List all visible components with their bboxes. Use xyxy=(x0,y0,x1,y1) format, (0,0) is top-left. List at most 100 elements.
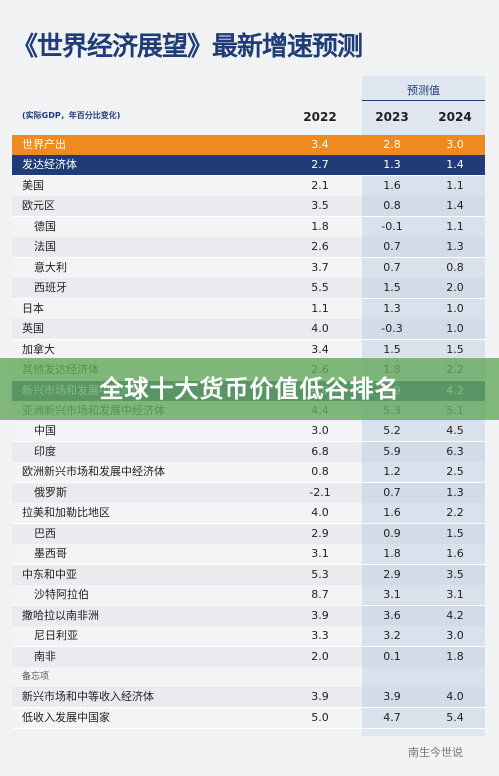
table-row: 新兴市场和中等收入经济体 3.9 3.9 4.0 xyxy=(12,687,485,709)
value-cell: 1.5 xyxy=(383,281,401,295)
row-label: 美国 xyxy=(22,178,44,192)
value-cell: 1.1 xyxy=(446,219,464,233)
value-cell: 3.1 xyxy=(383,588,401,602)
table-row: 欧元区 3.5 0.8 1.4 xyxy=(12,196,485,218)
value-cell: 3.6 xyxy=(383,608,401,622)
value-cell: 1.0 xyxy=(446,322,464,336)
projection-cell-bg xyxy=(362,626,485,647)
value-cell: 1.8 xyxy=(311,219,329,233)
row-label: 法国 xyxy=(34,240,56,254)
value-cell: 5.9 xyxy=(383,444,401,458)
table-row: 撒哈拉以南非洲 3.9 3.6 4.2 xyxy=(12,605,485,627)
value-cell: 2.9 xyxy=(311,526,329,540)
value-cell: -0.3 xyxy=(381,322,403,336)
row-label: 加拿大 xyxy=(22,342,55,356)
value-cell: 1.3 xyxy=(446,485,464,499)
value-cell: 1.6 xyxy=(383,506,401,520)
table-row: 中国 3.0 5.2 4.5 xyxy=(12,421,485,443)
projection-cell-bg xyxy=(362,482,485,503)
table-row: 法国 2.6 0.7 1.3 xyxy=(12,237,485,259)
projection-cell-bg xyxy=(362,646,485,667)
projection-cell-bg xyxy=(362,666,485,687)
value-cell: 0.8 xyxy=(383,199,401,213)
row-label: 西班牙 xyxy=(34,281,67,295)
table-row: 备忘项 xyxy=(12,666,485,688)
row-label: 日本 xyxy=(22,301,44,315)
value-cell: 3.3 xyxy=(311,629,329,643)
value-cell: 3.7 xyxy=(311,260,329,274)
projection-cell-bg xyxy=(362,503,485,524)
projection-cell-bg xyxy=(362,216,485,237)
row-label: 印度 xyxy=(34,444,56,458)
table-row: 南非 2.0 0.1 1.8 xyxy=(12,646,485,668)
value-cell: 1.0 xyxy=(446,301,464,315)
value-cell: 1.5 xyxy=(383,342,401,356)
value-cell: 4.0 xyxy=(311,506,329,520)
value-cell: 3.5 xyxy=(446,567,464,581)
projection-cell-bg xyxy=(362,237,485,258)
row-label: 世界产出 xyxy=(22,138,66,151)
value-cell: 3.1 xyxy=(446,588,464,602)
row-label: 墨西哥 xyxy=(34,547,67,561)
value-cell: 5.0 xyxy=(311,710,329,724)
value-cell: 1.8 xyxy=(383,547,401,561)
value-cell: 1.5 xyxy=(446,342,464,356)
year: 2023 xyxy=(375,110,409,124)
projection-cell-bg xyxy=(362,298,485,319)
value-cell: 3.0 xyxy=(446,138,464,151)
value-cell: 5.5 xyxy=(311,281,329,295)
table-row: 日本 1.1 1.3 1.0 xyxy=(12,298,485,320)
projection-cell-bg xyxy=(362,339,485,360)
table-row: 巴西 2.9 0.9 1.5 xyxy=(12,523,485,545)
value-cell: 2.0 xyxy=(446,281,464,295)
value-cell: 0.7 xyxy=(383,260,401,274)
row-label: 中国 xyxy=(34,424,56,438)
table-row: 俄罗斯 -2.1 0.7 1.3 xyxy=(12,482,485,504)
table-row: 德国 1.8 -0.1 1.1 xyxy=(12,216,485,238)
value-cell: 2.0 xyxy=(311,649,329,663)
projection-cell-bg xyxy=(362,585,485,606)
row-label: 欧洲新兴市场和发展中经济体 xyxy=(22,465,165,479)
projection-cell-bg xyxy=(362,196,485,217)
value-cell: 0.9 xyxy=(383,526,401,540)
row-label: 沙特阿拉伯 xyxy=(34,588,89,602)
value-cell: 2.2 xyxy=(446,506,464,520)
value-cell: 1.3 xyxy=(383,301,401,315)
row-label: 南非 xyxy=(34,649,56,663)
value-cell: 1.1 xyxy=(446,178,464,192)
table-row: 低收入发展中国家 5.0 4.7 5.4 xyxy=(12,707,485,729)
value-cell: 5.4 xyxy=(446,710,464,724)
projection-cell-bg xyxy=(362,544,485,565)
table-row: 墨西哥 3.1 1.8 1.6 xyxy=(12,544,485,566)
projection-cell-bg xyxy=(362,687,485,708)
value-cell: -2.1 xyxy=(309,485,331,499)
row-label: 英国 xyxy=(22,322,44,336)
table-row: 欧洲新兴市场和发展中经济体 0.8 1.2 2.5 xyxy=(12,462,485,484)
table-row: 尼日利亚 3.3 3.2 3.0 xyxy=(12,626,485,648)
value-cell: 1.2 xyxy=(383,465,401,479)
value-cell: 0.1 xyxy=(383,649,401,663)
table-row: 加拿大 3.4 1.5 1.5 xyxy=(12,339,485,361)
row-label: 欧元区 xyxy=(22,199,55,213)
value-cell: 1.5 xyxy=(446,526,464,540)
value-cell: 1.6 xyxy=(383,178,401,192)
row-label: 俄罗斯 xyxy=(34,485,67,499)
value-cell: 2.8 xyxy=(383,138,401,151)
value-cell: 4.0 xyxy=(446,690,464,704)
value-cell: 6.3 xyxy=(446,444,464,458)
value-cell: 4.7 xyxy=(383,710,401,724)
value-cell: 2.5 xyxy=(446,465,464,479)
table-row: 英国 4.0 -0.3 1.0 xyxy=(12,319,485,341)
row-label: 拉美和加勒比地区 xyxy=(22,506,110,520)
value-cell: 1.4 xyxy=(446,199,464,213)
projection-cell-bg xyxy=(362,175,485,196)
table-row: 中东和中亚 5.3 2.9 3.5 xyxy=(12,564,485,586)
value-cell: 1.3 xyxy=(383,158,401,172)
value-cell: 5.2 xyxy=(383,424,401,438)
value-cell: 0.7 xyxy=(383,485,401,499)
projection-cell-bg xyxy=(362,257,485,278)
value-cell: 3.9 xyxy=(311,690,329,704)
year: 2024 xyxy=(438,110,472,124)
value-cell: 2.9 xyxy=(383,567,401,581)
table-row: 拉美和加勒比地区 4.0 1.6 2.2 xyxy=(12,503,485,525)
